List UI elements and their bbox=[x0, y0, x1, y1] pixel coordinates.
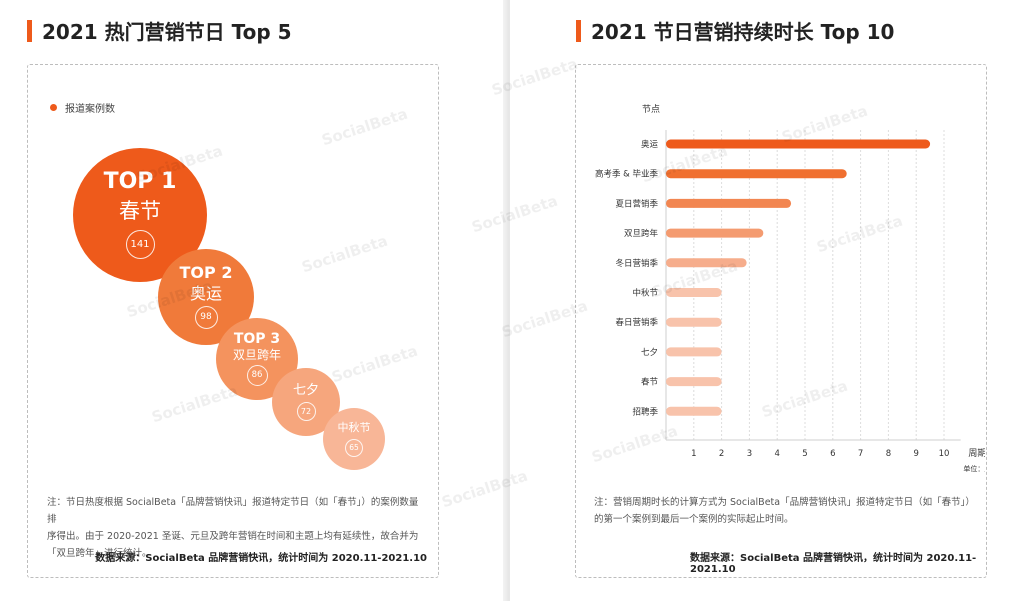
left-page: 2021 热门营销节日 Top 5 报道案例数 TOP 1 春节 141 TOP… bbox=[0, 0, 507, 601]
x-axis-unit: 单位：月 bbox=[963, 464, 985, 473]
x-tick-label: 5 bbox=[802, 449, 807, 459]
left-title-text: 2021 热门营销节日 Top 5 bbox=[42, 20, 292, 44]
bar bbox=[666, 317, 722, 327]
bubble-name: 中秋节 bbox=[337, 421, 371, 435]
category-label: 高考季 & 毕业季 bbox=[595, 169, 659, 180]
note-line: 注：营销周期时长的计算方式为 SocialBeta「品牌营销快讯」报道特定节日（… bbox=[594, 497, 975, 508]
bubble-name: 奥运 bbox=[189, 283, 222, 303]
bubble-count: 98 bbox=[194, 306, 218, 330]
x-tick-label: 2 bbox=[719, 449, 724, 459]
x-tick-label: 8 bbox=[886, 449, 891, 459]
bubble-name: 双旦跨年 bbox=[232, 347, 281, 362]
x-tick-label: 7 bbox=[858, 449, 863, 459]
left-note: 注：节日热度根据 SocialBeta「品牌营销快讯」报道特定节日（如「春节」）… bbox=[47, 494, 427, 562]
bubble-name: 春节 bbox=[119, 198, 161, 223]
bar bbox=[666, 258, 747, 268]
note-line: 「双旦跨年」进行统计。 bbox=[47, 548, 152, 559]
x-tick-label: 4 bbox=[774, 449, 779, 459]
x-tick-label: 1 bbox=[691, 449, 696, 459]
bubble-5: 中秋节 65 bbox=[323, 408, 385, 470]
bar bbox=[666, 228, 764, 238]
left-chart-box bbox=[27, 64, 439, 578]
category-label: 夏日营销季 bbox=[615, 198, 658, 209]
bubble-legend: 报道案例数 bbox=[50, 100, 115, 115]
bar bbox=[666, 198, 792, 208]
x-tick-label: 10 bbox=[939, 449, 950, 459]
category-label: 春日营销季 bbox=[615, 317, 658, 328]
right-title-text: 2021 节日营销持续时长 Top 10 bbox=[591, 20, 895, 44]
title-accent-bar bbox=[576, 19, 581, 42]
legend-dot-icon bbox=[50, 104, 57, 111]
bubble-rank: TOP 1 bbox=[103, 168, 177, 194]
left-source: 数据来源：SocialBeta 品牌营销快讯，统计时间为 2020.11-202… bbox=[95, 553, 427, 564]
note-line: 的第一个案例到最后一个案例的实际起止时间。 bbox=[594, 514, 794, 525]
bar bbox=[666, 288, 722, 297]
x-axis-title: 周期 bbox=[968, 448, 985, 459]
bubble-rank: TOP 3 bbox=[233, 330, 281, 347]
x-tick-label: 3 bbox=[747, 449, 752, 459]
title-accent-bar bbox=[27, 19, 32, 42]
bubble-rank: TOP 2 bbox=[179, 262, 233, 282]
note-line: 注：节日热度根据 SocialBeta「品牌营销快讯」报道特定节日（如「春节」）… bbox=[47, 497, 419, 525]
category-label: 中秋节 bbox=[632, 288, 658, 299]
bubble-count: 86 bbox=[246, 365, 268, 387]
category-label: 春节 bbox=[641, 377, 659, 388]
bubble-count: 72 bbox=[296, 402, 316, 422]
right-page: 2021 节日营销持续时长 Top 10 节点奥运高考季 & 毕业季夏日营销季双… bbox=[510, 0, 1017, 601]
right-chart-box bbox=[575, 64, 987, 578]
bubble-count: 65 bbox=[345, 438, 363, 457]
right-title: 2021 节日营销持续时长 Top 10 bbox=[576, 16, 894, 45]
bar bbox=[666, 139, 931, 149]
left-title: 2021 热门营销节日 Top 5 bbox=[27, 16, 292, 45]
y-axis-title: 节点 bbox=[642, 104, 660, 115]
bubble-name: 七夕 bbox=[292, 382, 319, 398]
category-label: 七夕 bbox=[641, 347, 658, 358]
right-note: 注：营销周期时长的计算方式为 SocialBeta「品牌营销快讯」报道特定节日（… bbox=[594, 494, 975, 528]
note-line: 序得出。由于 2020-2021 圣诞、元旦及跨年营销在时间和主题上均有延续性，… bbox=[47, 531, 419, 542]
bar bbox=[666, 377, 722, 387]
x-tick-label: 9 bbox=[913, 449, 918, 459]
x-tick-label: 6 bbox=[830, 449, 835, 459]
bar bbox=[666, 406, 722, 416]
bubble-count: 141 bbox=[125, 230, 155, 260]
category-label: 冬日营销季 bbox=[615, 258, 658, 269]
category-label: 招聘季 bbox=[632, 406, 658, 417]
category-label: 奥运 bbox=[641, 139, 659, 150]
bar bbox=[666, 169, 847, 179]
legend-label: 报道案例数 bbox=[65, 104, 115, 115]
right-source: 数据来源：SocialBeta 品牌营销快讯，统计时间为 2020.11-202… bbox=[690, 553, 977, 575]
bar bbox=[666, 347, 722, 357]
category-label: 双旦跨年 bbox=[624, 228, 659, 239]
